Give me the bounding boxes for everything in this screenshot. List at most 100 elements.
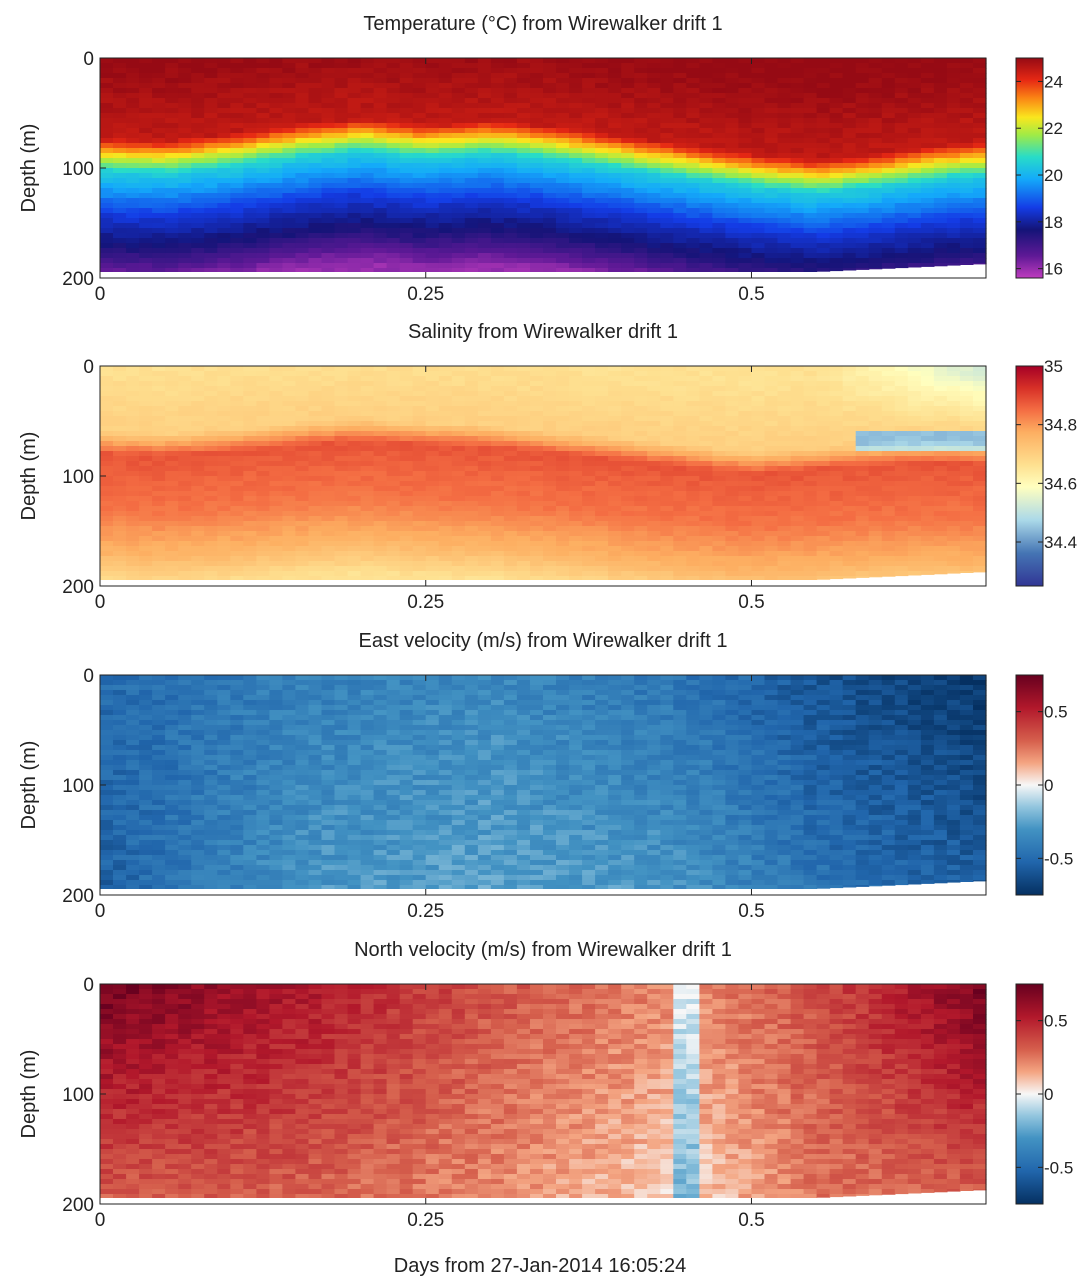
heatmap-cell [516,526,531,532]
heatmap-cell [516,83,531,89]
heatmap-cell [269,58,283,64]
heatmap-cell [881,88,896,94]
heatmap-cell [139,531,153,537]
heatmap-cell [973,228,987,234]
heatmap-cell [503,456,518,462]
heatmap-cell [725,58,739,64]
heatmap-cell [373,153,388,159]
heatmap-cell [126,103,140,109]
heatmap-cell [165,113,179,119]
heatmap-cell [595,68,609,74]
heatmap-cell [373,441,388,447]
heatmap-cell [973,178,987,184]
heatmap-cell [152,411,166,417]
heatmap-cell [803,128,818,134]
heatmap-cell [699,58,713,64]
heatmap-cell [204,411,218,417]
heatmap-cell [412,233,427,239]
heatmap-cell [217,516,231,522]
heatmap-cell [556,173,570,179]
heatmap-cell [256,73,270,79]
heatmap-cell [399,511,414,517]
heatmap-cell [855,213,870,219]
heatmap-cell [100,571,114,577]
heatmap-cell [152,143,166,149]
heatmap-cell [243,491,257,497]
heatmap-cell [933,138,948,144]
heatmap-cell [165,183,179,189]
x-tick-label: 0.5 [738,284,764,305]
heatmap-cell [282,446,296,452]
heatmap-cell [399,203,414,209]
heatmap-cell [230,248,244,254]
heatmap-cell [516,576,531,580]
heatmap-cell [543,98,557,104]
heatmap-cell [530,203,544,209]
heatmap-cell [660,163,674,169]
heatmap-cell [412,456,427,462]
heatmap-cell [178,78,192,84]
heatmap-cell [217,386,231,392]
heatmap-cell [191,148,205,154]
heatmap-cell [139,526,153,532]
heatmap-cell [269,153,283,159]
heatmap-cell [556,466,570,472]
heatmap-cell [790,98,805,104]
heatmap-cell [269,268,283,272]
heatmap-cell [595,78,609,84]
heatmap-cell [139,416,153,422]
heatmap-cell [204,566,218,572]
heatmap-cell [621,68,635,74]
heatmap-cell [738,113,752,119]
heatmap-cell [451,376,466,382]
heatmap-cell [178,173,192,179]
heatmap-cell [477,571,492,577]
heatmap-cell [503,471,518,477]
heatmap-cell [230,401,244,407]
heatmap-cell [855,58,870,64]
heatmap-cell [425,243,440,249]
heatmap-cell [165,153,179,159]
heatmap-cell [464,536,479,542]
heatmap-cell [334,128,349,134]
heatmap-cell [686,401,700,407]
heatmap-cell [699,451,713,457]
heatmap-cell [451,411,466,417]
heatmap-cell [894,78,909,84]
heatmap-cell [907,163,922,169]
heatmap-cell [269,238,283,244]
heatmap-cell [660,406,674,412]
heatmap-cell [477,516,492,522]
heatmap-cell [699,138,713,144]
heatmap-cell [699,511,713,517]
heatmap-cell [399,421,414,427]
heatmap-cell [191,461,205,467]
heatmap-cell [490,536,505,542]
heatmap-cell [360,243,375,249]
heatmap-cell [178,546,192,552]
heatmap-cell [269,496,283,502]
heatmap-cell [973,218,987,224]
heatmap-cell [764,218,779,224]
heatmap-cell [829,148,844,154]
heatmap-cell [621,531,635,537]
heatmap-cell [347,436,362,442]
heatmap-cell [113,143,127,149]
heatmap-cell [699,526,713,532]
heatmap-cell [126,521,140,527]
heatmap-cell [816,173,831,179]
heatmap-cell [647,466,661,472]
heatmap-cell [113,173,127,179]
heatmap-cell [673,486,687,492]
heatmap-cell [530,416,544,422]
heatmap-cell [477,531,492,537]
heatmap-cell [959,218,974,224]
heatmap-cell [269,138,283,144]
heatmap-cell [230,198,244,204]
heatmap-cell [595,218,609,224]
heatmap-cell [178,208,192,214]
heatmap-cell [243,441,257,447]
heatmap-cell [243,501,257,507]
heatmap-cell [100,243,114,249]
heatmap-cell [686,223,700,229]
